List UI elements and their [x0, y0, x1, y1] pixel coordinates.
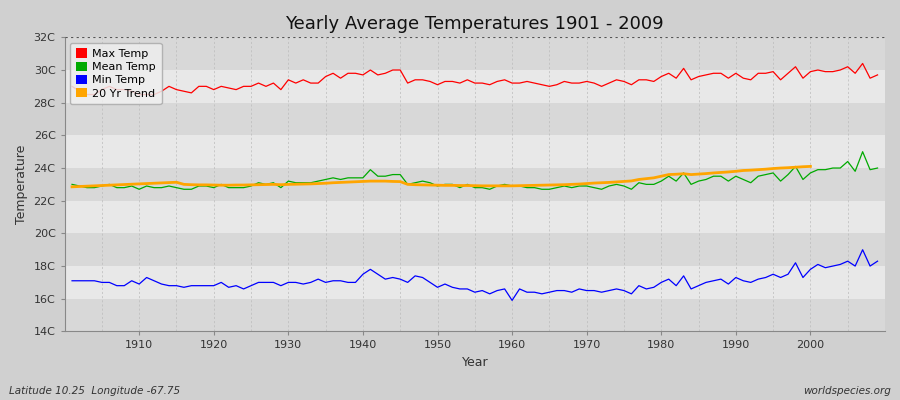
Bar: [65, 299, 885, 332]
Bar: [65, 266, 885, 299]
Bar: [65, 135, 885, 168]
Bar: [65, 37, 885, 70]
Title: Yearly Average Temperatures 1901 - 2009: Yearly Average Temperatures 1901 - 2009: [285, 15, 664, 33]
Text: Latitude 10.25  Longitude -67.75: Latitude 10.25 Longitude -67.75: [9, 386, 180, 396]
Bar: [65, 103, 885, 135]
Text: worldspecies.org: worldspecies.org: [803, 386, 891, 396]
Bar: [65, 233, 885, 266]
Bar: [65, 168, 885, 201]
Legend: Max Temp, Mean Temp, Min Temp, 20 Yr Trend: Max Temp, Mean Temp, Min Temp, 20 Yr Tre…: [70, 43, 161, 104]
X-axis label: Year: Year: [462, 356, 488, 369]
Bar: [65, 70, 885, 103]
Y-axis label: Temperature: Temperature: [15, 145, 28, 224]
Bar: [65, 201, 885, 233]
